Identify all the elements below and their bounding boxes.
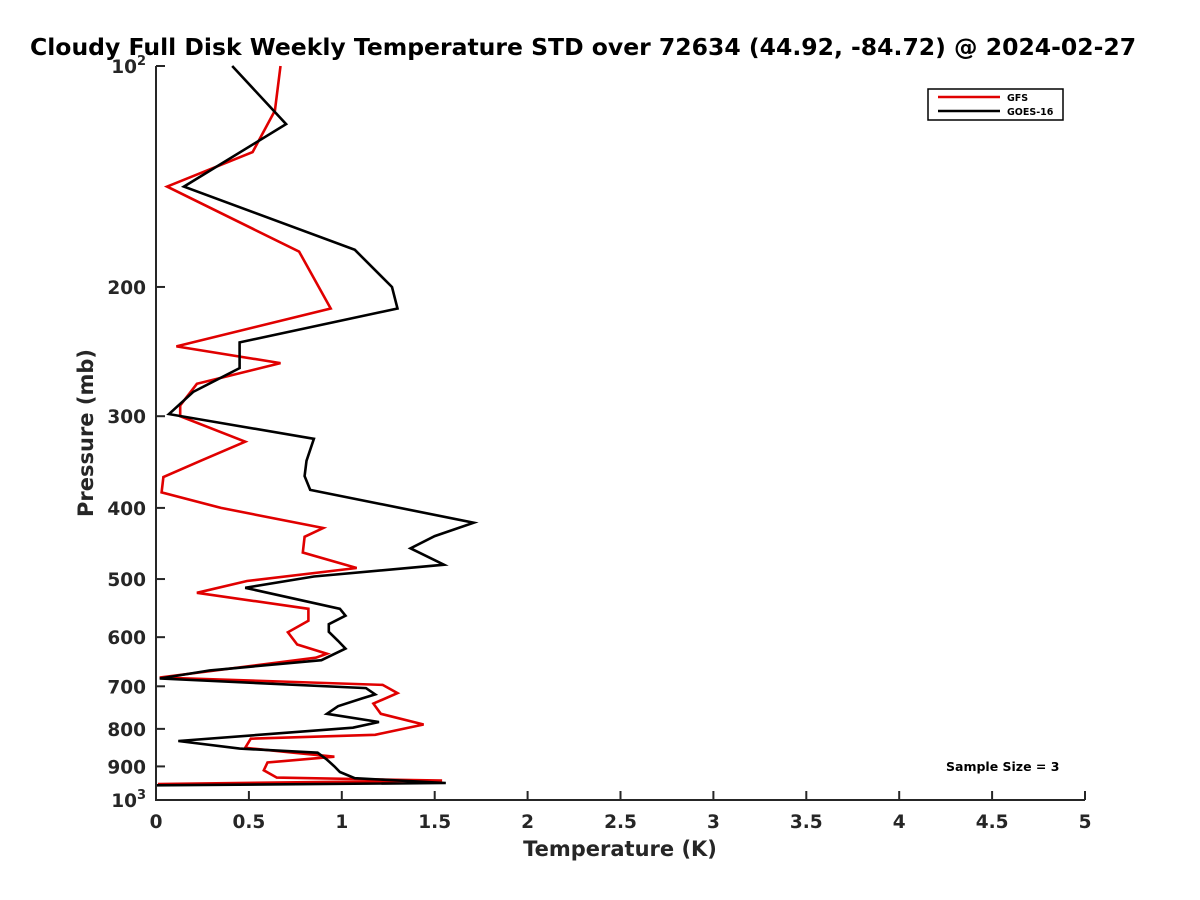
x-tick-label: 4 xyxy=(893,812,906,833)
x-axis-label: Temperature (K) xyxy=(523,837,717,861)
y-axis-label: Pressure (mb) xyxy=(74,349,98,517)
y-tick-label: 200 xyxy=(107,278,146,299)
y-tick-label: 500 xyxy=(107,570,146,591)
y-tick-label: 300 xyxy=(107,407,146,428)
legend-label-gfs: GFS xyxy=(1007,93,1028,104)
x-tick-label: 2.5 xyxy=(604,812,637,833)
y-axis-line xyxy=(155,66,157,801)
x-tick-label: 5 xyxy=(1079,812,1092,833)
x-tick-label: 3.5 xyxy=(790,812,823,833)
x-axis-ticks: 0 0.5 1 1.5 2 2.5 3 3.5 4 4.5 5 xyxy=(150,791,1092,833)
series-line-goes16 xyxy=(155,65,479,787)
x-tick-label: 1 xyxy=(335,812,348,833)
legend: GFS GOES-16 xyxy=(927,88,1064,121)
y-tick-label: 102 xyxy=(111,54,146,78)
plot-area xyxy=(155,65,479,787)
x-tick-label: 2 xyxy=(521,812,534,833)
y-tick-label: 103 xyxy=(111,788,146,812)
chart-title: Cloudy Full Disk Weekly Temperature STD … xyxy=(30,33,1136,61)
x-tick-label: 0 xyxy=(150,812,163,833)
y-tick-label: 800 xyxy=(107,720,146,741)
y-tick-label: 600 xyxy=(107,628,146,649)
y-tick-label: 400 xyxy=(107,499,146,520)
x-tick-label: 0.5 xyxy=(233,812,266,833)
x-tick-label: 4.5 xyxy=(976,812,1009,833)
x-tick-label: 1.5 xyxy=(418,812,451,833)
x-tick-label: 3 xyxy=(707,812,720,833)
sample-size-annotation: Sample Size = 3 xyxy=(946,759,1059,774)
legend-box xyxy=(927,88,1064,121)
y-axis-ticks: 102 200 300 400 500 600 700 800 900 103 xyxy=(107,54,165,812)
series-line-gfs xyxy=(157,65,443,786)
y-tick-label: 900 xyxy=(107,757,146,778)
legend-label-goes16: GOES-16 xyxy=(1007,107,1054,118)
y-tick-label: 700 xyxy=(107,677,146,698)
